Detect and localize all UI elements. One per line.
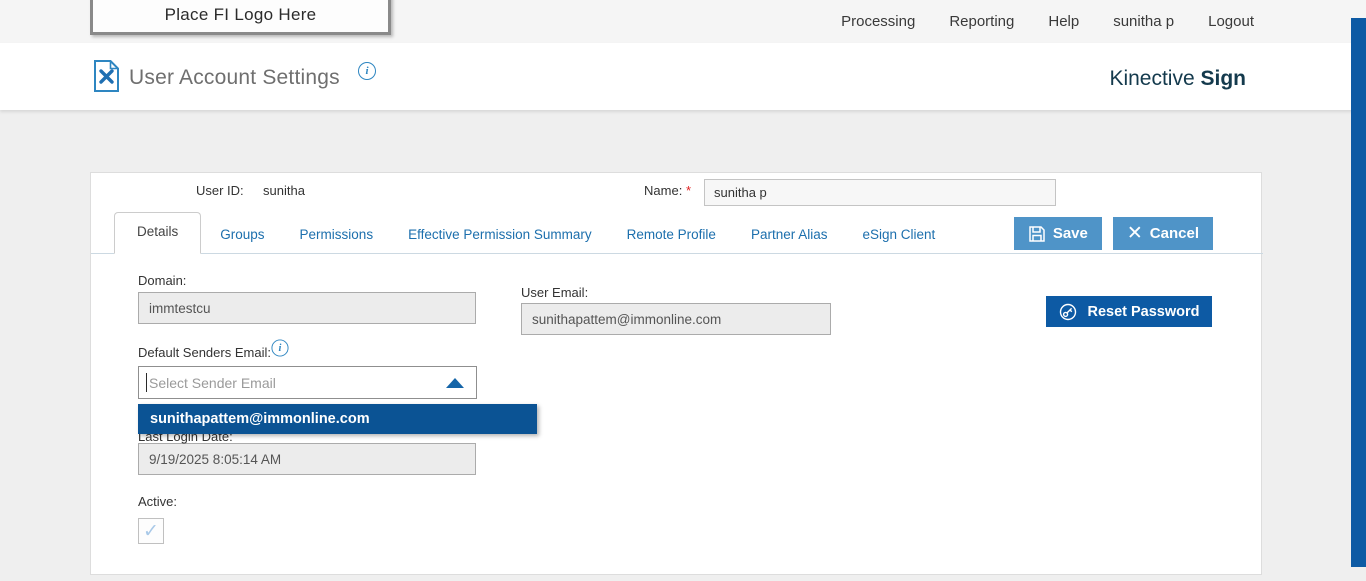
domain-input: [138, 292, 476, 324]
brand-logo: Kinective Sign: [1109, 67, 1246, 91]
user-email-input: [521, 303, 831, 335]
text-cursor: [146, 373, 147, 392]
save-button-label: Save: [1052, 225, 1088, 242]
sender-email-placeholder: Select Sender Email: [149, 374, 276, 391]
reset-password-key-icon: [1058, 302, 1078, 322]
vertical-scrollbar[interactable]: [1351, 18, 1366, 567]
tab-actions: Save ✕ Cancel: [1013, 217, 1213, 250]
fi-logo-placeholder: Place FI Logo Here: [90, 0, 391, 35]
default-senders-email-info-icon[interactable]: i: [271, 339, 289, 357]
tab-permissions[interactable]: Permissions: [299, 227, 374, 242]
user-account-card: User ID: sunitha Name: * Details Groups …: [90, 172, 1263, 575]
nav-help[interactable]: Help: [1048, 13, 1080, 30]
name-label: Name: *: [644, 183, 691, 198]
brand-product: Sign: [1200, 67, 1247, 90]
nav-user-name[interactable]: sunitha p: [1113, 13, 1175, 30]
brand-name: Kinective: [1109, 67, 1195, 90]
checkmark-icon: ✓: [143, 520, 159, 542]
sender-email-dropdown: sunithapattem@immonline.com: [138, 404, 537, 434]
cancel-button-label: Cancel: [1149, 225, 1199, 242]
tab-details[interactable]: Details: [114, 212, 202, 254]
top-bar: Place FI Logo Here Processing Reporting …: [0, 0, 1366, 43]
tab-list: Details Groups Permissions Effective Per…: [114, 212, 954, 254]
nav-reporting[interactable]: Reporting: [949, 13, 1015, 30]
save-icon: [1028, 225, 1046, 243]
fi-logo-placeholder-text: Place FI Logo Here: [164, 5, 317, 24]
default-senders-email-label: Default Senders Email:: [138, 345, 271, 360]
tab-bar: Details Groups Permissions Effective Per…: [91, 212, 1263, 254]
cancel-x-icon: ✕: [1126, 223, 1143, 244]
save-button[interactable]: Save: [1013, 217, 1102, 250]
tab-effective-permission-summary[interactable]: Effective Permission Summary: [408, 227, 592, 242]
tab-partner-alias[interactable]: Partner Alias: [750, 227, 828, 242]
domain-label: Domain:: [138, 273, 187, 288]
reset-password-label: Reset Password: [1087, 303, 1200, 320]
tab-esign-client[interactable]: eSign Client: [862, 227, 936, 242]
reset-password-button[interactable]: Reset Password: [1046, 296, 1212, 327]
chevron-up-icon[interactable]: [446, 377, 464, 388]
user-settings-doc-icon: [93, 59, 120, 93]
required-asterisk: *: [685, 183, 691, 198]
nav-logout[interactable]: Logout: [1208, 13, 1254, 30]
user-email-label: User Email:: [521, 285, 589, 300]
nav-processing[interactable]: Processing: [841, 13, 916, 30]
page-title-info-icon[interactable]: i: [358, 62, 376, 80]
top-nav: Processing Reporting Help sunitha p Logo…: [841, 0, 1254, 43]
cancel-button[interactable]: ✕ Cancel: [1112, 217, 1213, 250]
user-id-value: sunitha: [263, 183, 305, 198]
last-login-input: [138, 443, 476, 475]
name-input[interactable]: [704, 179, 1056, 206]
page-header: User Account Settings i Kinective Sign: [0, 43, 1366, 110]
sender-email-combobox[interactable]: Select Sender Email: [138, 366, 477, 399]
sender-email-option[interactable]: sunithapattem@immonline.com: [138, 404, 537, 434]
tab-groups[interactable]: Groups: [220, 227, 265, 242]
active-label: Active:: [138, 494, 178, 509]
active-checkbox[interactable]: ✓: [138, 518, 164, 544]
page-title: User Account Settings: [129, 66, 340, 89]
tab-remote-profile[interactable]: Remote Profile: [626, 227, 716, 242]
user-id-label: User ID:: [196, 183, 244, 198]
